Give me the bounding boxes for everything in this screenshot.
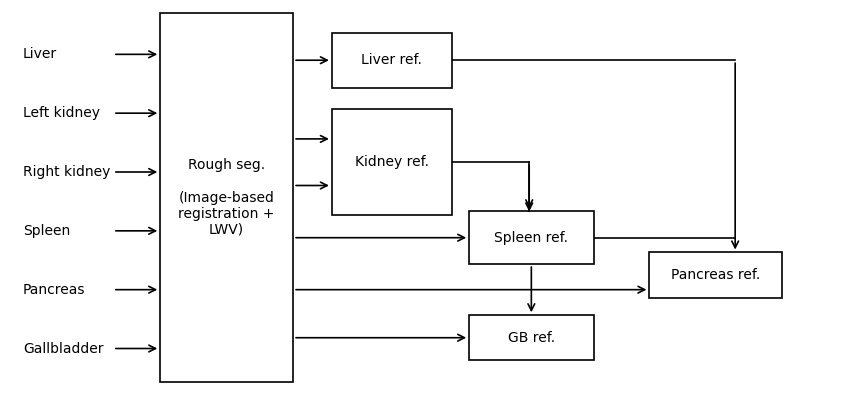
Text: Gallbladder: Gallbladder bbox=[23, 342, 103, 356]
Text: Spleen: Spleen bbox=[23, 224, 70, 238]
Text: GB ref.: GB ref. bbox=[508, 331, 554, 345]
Text: Right kidney: Right kidney bbox=[23, 165, 110, 179]
Text: Kidney ref.: Kidney ref. bbox=[355, 155, 429, 169]
Bar bbox=[331, 33, 452, 88]
Bar bbox=[469, 315, 593, 360]
Bar bbox=[160, 13, 294, 382]
Text: Liver ref.: Liver ref. bbox=[362, 53, 422, 67]
Bar bbox=[331, 109, 452, 215]
Text: Left kidney: Left kidney bbox=[23, 106, 100, 120]
Bar bbox=[469, 211, 593, 264]
Text: Spleen ref.: Spleen ref. bbox=[494, 231, 568, 245]
Bar bbox=[649, 252, 783, 297]
Text: Rough seg.

(Image-based
registration +
LWV): Rough seg. (Image-based registration + L… bbox=[178, 158, 275, 237]
Text: Pancreas: Pancreas bbox=[23, 283, 85, 297]
Text: Liver: Liver bbox=[23, 47, 57, 61]
Text: Pancreas ref.: Pancreas ref. bbox=[672, 268, 760, 282]
